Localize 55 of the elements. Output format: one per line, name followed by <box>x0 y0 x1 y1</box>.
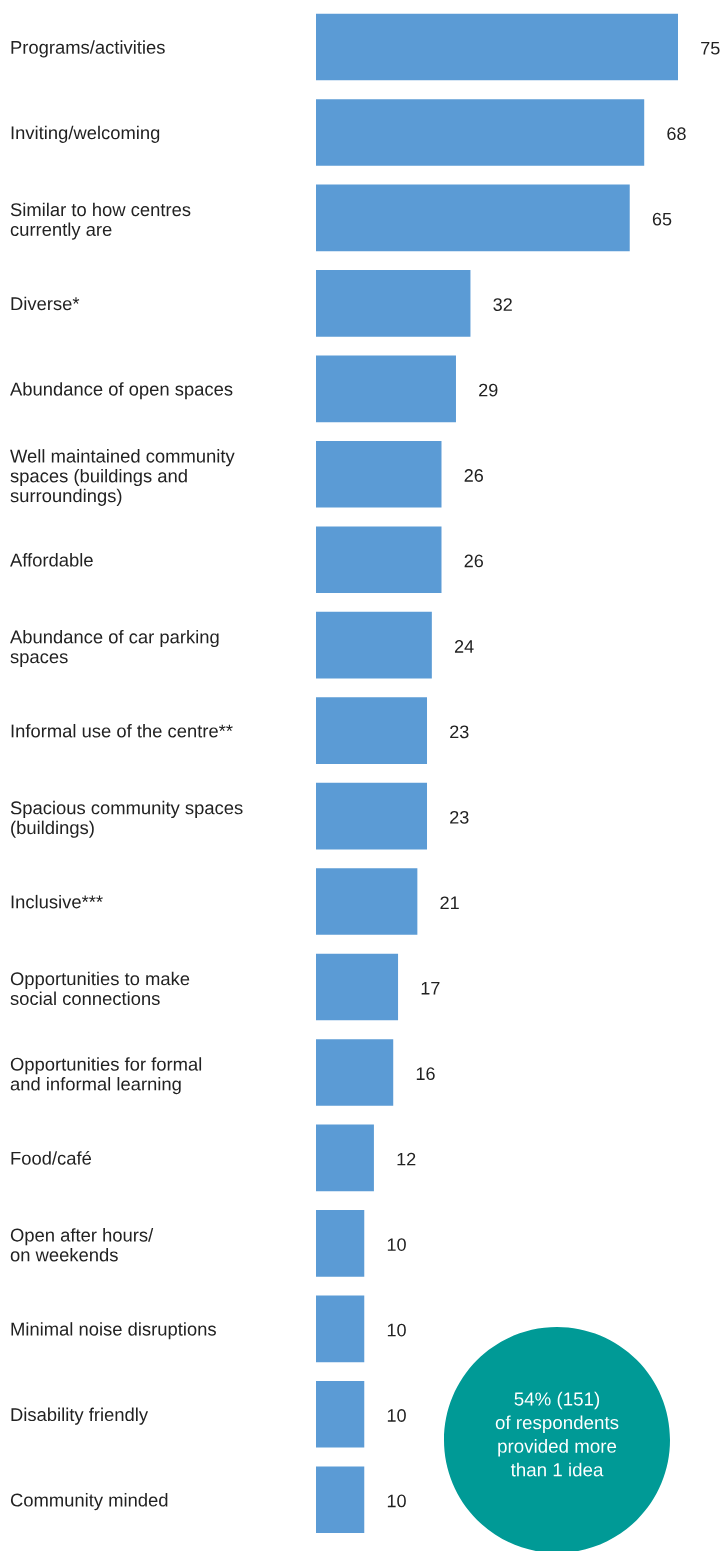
bar <box>316 526 442 594</box>
y-tick-label: Similar to how centres currently are <box>10 202 191 240</box>
y-tick-label: Inviting/welcoming <box>11 125 160 143</box>
bar <box>316 1295 365 1363</box>
annotation: 54% (151) of respondents provided more than 1 idea <box>495 1391 619 1477</box>
bar <box>316 697 428 764</box>
bar <box>316 355 456 423</box>
y-tick-label: Abundance of car parking spaces <box>10 629 219 667</box>
y-tick-label: Open after hours/ on weekends <box>10 1228 154 1262</box>
bar <box>316 99 645 166</box>
y-tick-label: Well maintained community spaces (buildings and surroundings) <box>10 449 235 506</box>
bar <box>316 184 630 252</box>
data-label: 68 <box>667 127 686 141</box>
y-tick-label: Abundance of open spaces <box>10 382 233 400</box>
bar <box>316 782 428 850</box>
data-label: 75 <box>701 42 720 55</box>
data-label: 21 <box>440 896 459 909</box>
bar <box>316 13 678 81</box>
bar <box>316 1039 394 1106</box>
data-label: 23 <box>450 725 469 739</box>
data-label: 65 <box>652 212 672 226</box>
data-label: 10 <box>387 1494 406 1508</box>
data-label: 12 <box>397 1152 416 1166</box>
y-tick-label: Informal use of the centre** <box>11 723 233 738</box>
bar <box>316 1380 365 1448</box>
y-tick-label: Minimal noise disruptions <box>11 1322 216 1340</box>
data-label: 26 <box>464 469 484 482</box>
data-label: 17 <box>421 982 440 995</box>
bar <box>316 1124 374 1192</box>
y-tick-label: Affordable <box>10 553 93 567</box>
y-tick-label: Opportunities to make social connections <box>10 971 190 1006</box>
y-tick-label: Disability friendly <box>11 1407 149 1425</box>
bar <box>316 270 471 337</box>
bar <box>316 440 442 508</box>
bar <box>316 611 432 679</box>
data-label: 29 <box>479 383 498 397</box>
bar <box>316 868 418 935</box>
data-label: 10 <box>387 1409 406 1422</box>
data-label: 23 <box>450 810 469 824</box>
bar <box>316 953 399 1021</box>
data-label: 10 <box>387 1238 406 1251</box>
bar <box>316 1466 365 1534</box>
y-tick-label: Diverse* <box>11 296 80 311</box>
y-tick-label: Opportunities for formal and informal learning <box>10 1057 202 1095</box>
data-label: 32 <box>493 298 512 311</box>
y-tick-label: Spacious community spaces (buildings) <box>10 800 243 838</box>
data-label: 16 <box>416 1067 435 1081</box>
data-label: 26 <box>464 554 484 568</box>
y-tick-label: Community minded <box>10 1493 168 1511</box>
data-label: 24 <box>454 640 474 653</box>
y-tick-label: Food/café <box>11 1151 92 1165</box>
data-label: 10 <box>387 1323 406 1337</box>
y-tick-label: Inclusive*** <box>11 894 103 909</box>
y-tick-label: Programs/activities <box>11 40 165 58</box>
bar <box>316 1210 365 1277</box>
